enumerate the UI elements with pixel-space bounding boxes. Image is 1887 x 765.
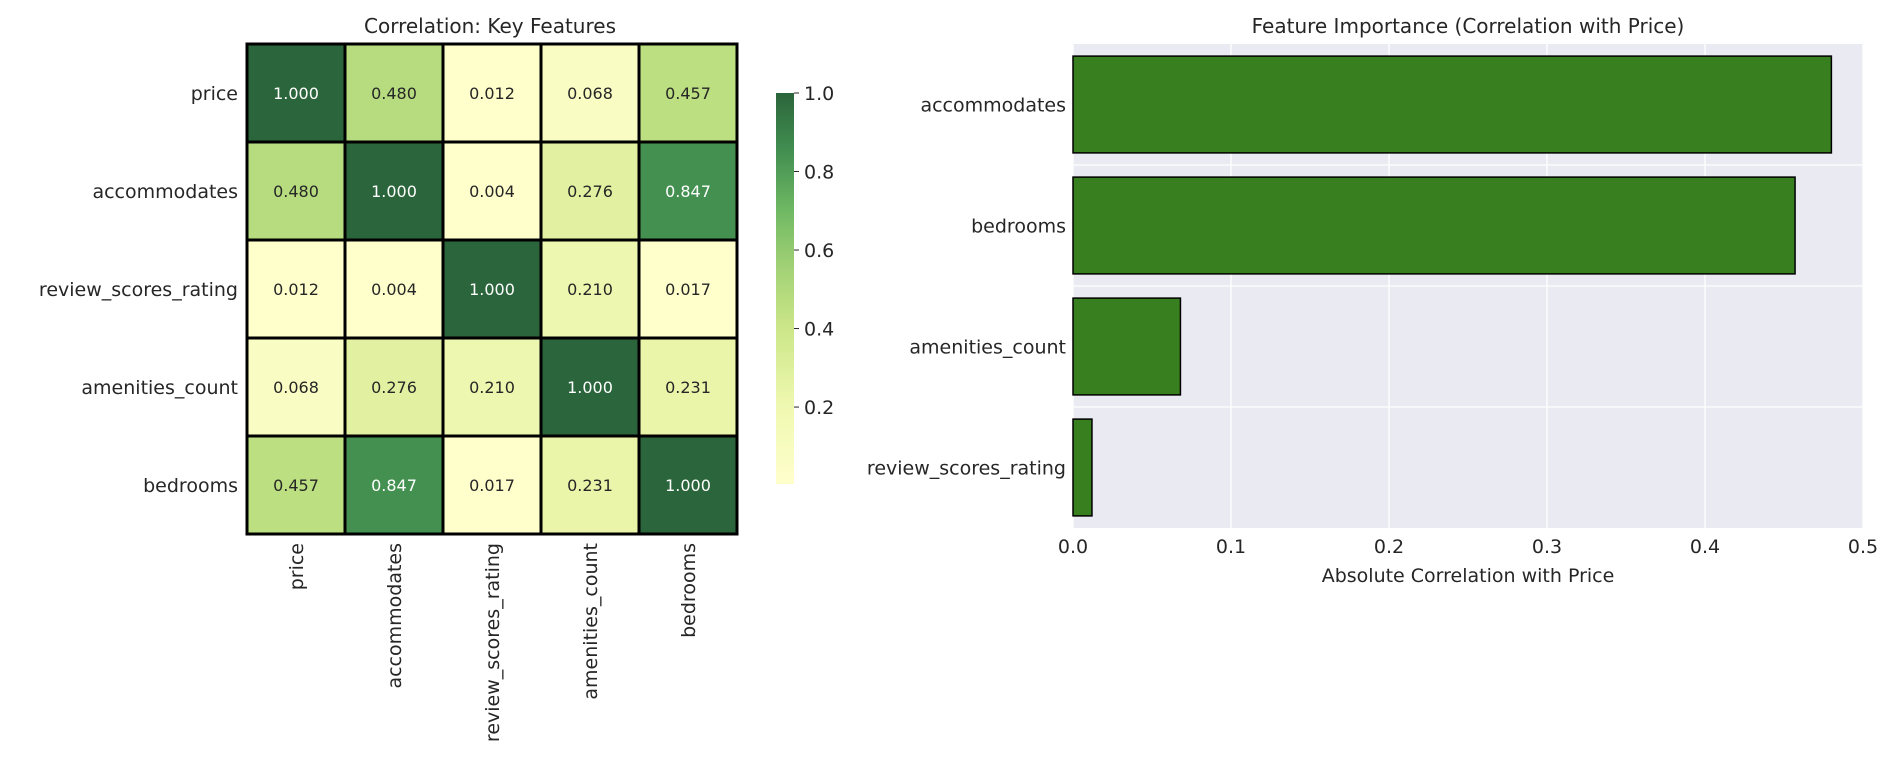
bar xyxy=(1072,418,1093,517)
heatmap-column-label: review_scores_rating xyxy=(482,543,504,742)
heatmap-row-label: bedrooms xyxy=(143,475,238,497)
colorbar-tick-label: 0.2 xyxy=(804,397,834,419)
heatmap-cell xyxy=(245,434,347,536)
heatmap-column-labels: price accommodates review_scores_rating ame… xyxy=(286,543,700,742)
x-tick-label: 0.3 xyxy=(1532,536,1562,558)
heatmap-cell-label: 0.457 xyxy=(273,476,319,495)
heatmap-cell xyxy=(637,140,739,242)
heatmap-column-label: bedrooms xyxy=(678,543,700,638)
heatmap-row-label: review_scores_rating xyxy=(39,279,238,301)
heatmap-cell-label: 0.847 xyxy=(371,476,417,495)
bars xyxy=(1072,55,1833,517)
heatmap-cell-label: 1.000 xyxy=(665,476,711,495)
bar xyxy=(1072,55,1833,154)
heatmap-cell-label: 0.480 xyxy=(371,84,417,103)
heatmap-cell xyxy=(245,336,347,438)
heatmap-cell-label: 1.000 xyxy=(273,84,319,103)
heatmap-cell-label: 1.000 xyxy=(469,280,515,299)
colorbar-gradient xyxy=(776,93,794,484)
heatmap-row-labels: price accommodates review_scores_ratingame… xyxy=(39,83,238,497)
bar xyxy=(1072,176,1796,275)
heatmap-cell-label: 0.068 xyxy=(567,84,613,103)
heatmap-cell-label: 0.276 xyxy=(371,378,417,397)
colorbar-tick-label: 0.6 xyxy=(804,240,834,262)
heatmap-cell xyxy=(343,336,445,438)
x-tick-label: 0.1 xyxy=(1216,536,1246,558)
bar-chart-title: Feature Importance (Correlation with Pri… xyxy=(1252,14,1685,38)
x-tick-label: 0.5 xyxy=(1848,536,1878,558)
y-tick-label: review_scores_rating xyxy=(867,458,1066,480)
heatmap-column-label: amenities_count xyxy=(580,543,602,700)
x-tick-label: 0.0 xyxy=(1058,536,1088,558)
heatmap-cell xyxy=(637,336,739,438)
y-tick-label: amenities_count xyxy=(909,337,1066,359)
y-tick-label: bedrooms xyxy=(971,216,1066,238)
heatmap-row-label: accommodates xyxy=(92,181,238,203)
heatmap-cell xyxy=(441,140,543,242)
heatmap-cell-label: 0.068 xyxy=(273,378,319,397)
heatmap-cell-label: 0.017 xyxy=(469,476,515,495)
heatmap-cell-label: 0.004 xyxy=(469,182,515,201)
heatmap-cell-label: 0.017 xyxy=(665,280,711,299)
heatmap-row-label: amenities_count xyxy=(81,377,238,399)
heatmap-column-label: price xyxy=(286,543,308,590)
heatmap-cell-label: 0.480 xyxy=(273,182,319,201)
heatmap-chart: Correlation: Key Features 1.000 0.480 0.01… xyxy=(39,14,834,742)
heatmap-cell-label: 0.210 xyxy=(567,280,613,299)
heatmap-cell-label: 0.847 xyxy=(665,182,711,201)
heatmap-cells: 1.000 0.480 0.012 0.068 0.457 0.480 1.000 0.004… xyxy=(245,42,739,536)
heatmap-cell xyxy=(245,42,347,144)
colorbar-tick-label: 1.0 xyxy=(804,83,834,105)
heatmap-cell-label: 0.231 xyxy=(665,378,711,397)
colorbar-tick-label: 0.4 xyxy=(804,319,834,341)
y-tick-labels: accommodates bedrooms amenities_countrevie… xyxy=(867,95,1066,480)
x-axis-label: Absolute Correlation with Price xyxy=(1322,565,1615,587)
x-tick-label: 0.4 xyxy=(1690,536,1720,558)
heatmap-row-label: price xyxy=(191,83,238,105)
bar-chart: Feature Importance (Correlation with Pri… xyxy=(867,14,1878,587)
heatmap-cell-label: 0.231 xyxy=(567,476,613,495)
bar xyxy=(1072,297,1182,396)
heatmap-cell xyxy=(539,336,641,438)
heatmap-cell xyxy=(539,238,641,340)
heatmap-cell-label: 0.012 xyxy=(469,84,515,103)
heatmap-cell xyxy=(343,42,445,144)
heatmap-cell xyxy=(441,434,543,536)
heatmap-cell-label: 0.276 xyxy=(567,182,613,201)
heatmap-cell xyxy=(637,434,739,536)
heatmap-cell xyxy=(245,140,347,242)
heatmap-title: Correlation: Key Features xyxy=(364,14,616,38)
colorbar-tick-label: 0.8 xyxy=(804,162,834,184)
heatmap-column-label: accommodates xyxy=(384,543,406,689)
heatmap-cell-label: 0.457 xyxy=(665,84,711,103)
heatmap-cell-label: 0.210 xyxy=(469,378,515,397)
y-tick-label: accommodates xyxy=(920,95,1066,117)
heatmap-cell-label: 1.000 xyxy=(371,182,417,201)
heatmap-cell-label: 0.012 xyxy=(273,280,319,299)
heatmap-cell xyxy=(343,434,445,536)
colorbar: 0.2 0.4 0.6 0.8 1.0 xyxy=(776,83,834,484)
heatmap-cell-label: 1.000 xyxy=(567,378,613,397)
heatmap-cell xyxy=(343,238,445,340)
heatmap-cell-label: 0.004 xyxy=(371,280,417,299)
x-tick-label: 0.2 xyxy=(1374,536,1404,558)
x-tick-labels: 0.0 0.1 0.2 0.3 0.4 0.5 xyxy=(1058,536,1878,558)
